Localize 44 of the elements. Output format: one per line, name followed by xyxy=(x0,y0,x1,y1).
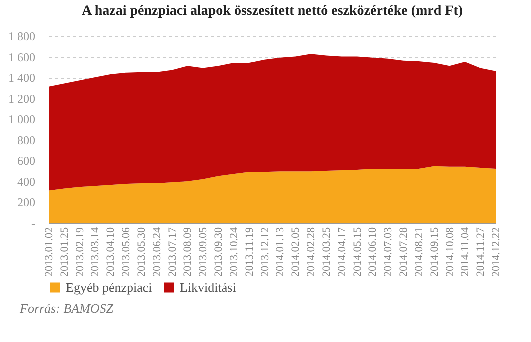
y-tick-label: 1 600 xyxy=(8,50,36,64)
x-tick-label: 2014.07.03 xyxy=(382,227,395,277)
x-tick-label: 2014.03.25 xyxy=(320,227,333,277)
x-tick-label: 2013.09.05 xyxy=(198,227,210,277)
y-tick-label: 1 000 xyxy=(8,112,36,127)
x-tick-label: 2013.09.30 xyxy=(213,227,226,277)
x-tick-label: 2013.01.02 xyxy=(44,228,56,277)
x-tick-label: 2014.11.04 xyxy=(460,227,472,277)
x-tick-label: 2013.07.17 xyxy=(166,227,179,277)
legend-label: Egyéb pénzpiaci xyxy=(66,280,153,295)
y-tick-label: 400 xyxy=(18,174,36,189)
x-tick-label: 2014.05.15 xyxy=(352,227,364,277)
x-tick-label: 2013.12.12 xyxy=(259,228,272,277)
x-tick-label: 2013.10.24 xyxy=(228,227,240,277)
x-tick-label: 2013.02.19 xyxy=(74,227,86,277)
y-tick-label: 1 800 xyxy=(8,30,36,44)
text: Forrás: BAMOSZ xyxy=(20,301,115,317)
x-tick-label: 2014.06.10 xyxy=(367,227,380,277)
x-tick-label: 2013.01.25 xyxy=(58,227,71,277)
x-tick-label: 2013.06.24 xyxy=(151,227,164,277)
x-tick-label: 2014.08.21 xyxy=(413,228,426,277)
x-tick-label: 2013.05.06 xyxy=(120,227,133,277)
y-tick-label: - xyxy=(32,216,36,230)
x-tick-label: 2013.04.10 xyxy=(105,227,118,277)
x-tick-label: 2014.10.08 xyxy=(444,227,456,277)
x-tick-label: 2014.07.28 xyxy=(398,227,410,277)
x-tick-label: 2014.02.28 xyxy=(306,227,318,277)
chart-title: A hazai pénzpiaci alapok összesített nettó eszközértéke (mrd Ft) xyxy=(82,4,464,19)
y-tick-label: 1 200 xyxy=(8,92,36,106)
y-tick-label: 200 xyxy=(18,196,36,210)
x-tick-label: 2014.02.05 xyxy=(290,227,302,277)
x-tick-label: 2013.05.30 xyxy=(136,227,148,277)
y-tick-label: 600 xyxy=(18,154,36,168)
x-tick-label: 2013.08.09 xyxy=(182,227,194,277)
x-tick-label: 2013.11.19 xyxy=(244,227,256,277)
x-tick-label: 2013.03.14 xyxy=(90,227,102,277)
y-tick-label: 1 400 xyxy=(8,71,36,86)
x-tick-label: 2014.04.17 xyxy=(336,227,348,277)
x-tick-label: 2014.09.15 xyxy=(428,227,441,277)
y-tick-label: 800 xyxy=(18,133,36,148)
legend-label: Likviditási xyxy=(180,280,237,295)
x-tick-label: 2014.11.27 xyxy=(475,227,488,277)
x-tick-label: 2014.12.22 xyxy=(490,228,502,277)
x-tick-label: 2014.01.13 xyxy=(274,227,287,277)
